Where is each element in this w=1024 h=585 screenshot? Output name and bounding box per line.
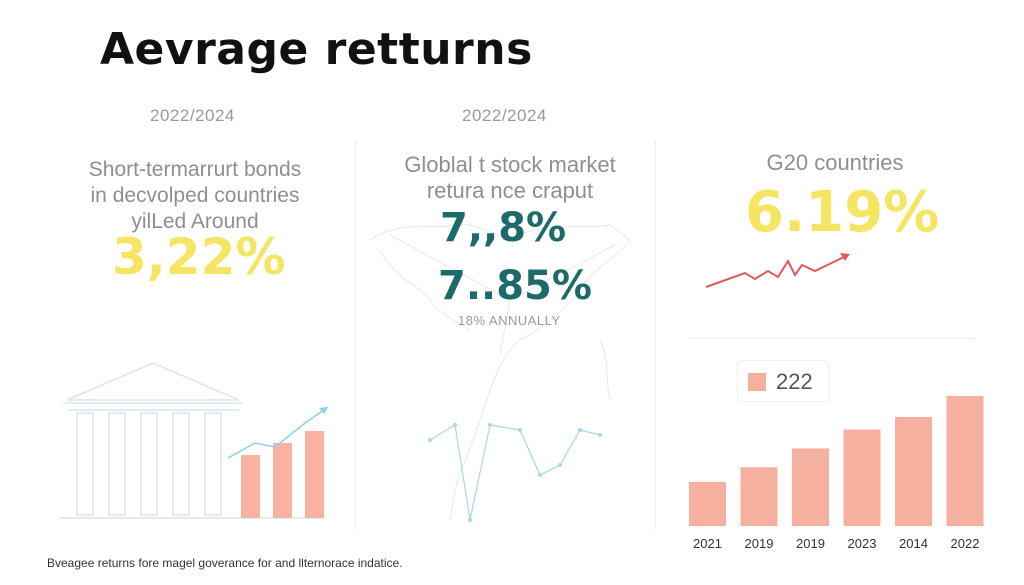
bar-2 bbox=[792, 448, 829, 526]
bar-4 bbox=[895, 416, 932, 526]
panel-3-value: 6.19% bbox=[745, 180, 940, 245]
panel-3-description: G20 countries bbox=[720, 150, 950, 176]
x-tick-label: 2022 bbox=[951, 536, 980, 551]
x-tick-label: 2014 bbox=[899, 536, 928, 551]
x-tick-label: 2019 bbox=[745, 536, 774, 551]
panel-divider-horizontal bbox=[690, 338, 975, 339]
panel-1-description-line: yilLed Around bbox=[131, 210, 259, 233]
world-map-icon bbox=[369, 223, 631, 522]
panel-2-value-secondary: 7..85% bbox=[438, 263, 592, 309]
x-tick-label: 2023 bbox=[848, 536, 877, 551]
column-divider-left bbox=[355, 140, 356, 530]
panel-1-period: 2022/2024 bbox=[150, 106, 235, 125]
panel-2-description: Globlal t stock market retura nce craput bbox=[380, 152, 640, 204]
panel-1-value: 3,22% bbox=[112, 228, 286, 286]
panel-1-description-line: in decvolped countries bbox=[90, 184, 300, 207]
panel-2-value-primary: 7,,8% bbox=[440, 205, 567, 251]
x-tick-label: 2019 bbox=[796, 536, 825, 551]
trend-line-icon bbox=[227, 406, 329, 459]
bar-0 bbox=[689, 481, 726, 526]
page-title: Aevrage retturns bbox=[100, 24, 533, 75]
panel-2-description-line: Globlal t stock market bbox=[404, 152, 616, 177]
legend-label: 222 bbox=[776, 369, 813, 394]
bar-3 bbox=[843, 429, 881, 526]
panel-2-period: 2022/2024 bbox=[462, 106, 547, 125]
bar-1 bbox=[740, 467, 778, 526]
legend-swatch bbox=[748, 373, 766, 391]
footer-note: Bveagee returns fore magel goverance for… bbox=[47, 556, 403, 570]
panel-1-description: Short-termarrurt bonds in decvolped coun… bbox=[70, 157, 320, 235]
bar-chart: 2021 2019 2019 2023 2014 2022 bbox=[689, 396, 984, 551]
column-divider-right bbox=[655, 140, 656, 530]
bar-5 bbox=[946, 396, 984, 526]
panel-1-description-line: Short-termarrurt bonds bbox=[88, 158, 302, 181]
panel-2-description-line: retura nce craput bbox=[426, 178, 594, 203]
chart-legend: 222 bbox=[737, 360, 829, 402]
bank-building-icon bbox=[60, 362, 329, 519]
trend-line-icon bbox=[705, 253, 850, 288]
x-tick-label: 2021 bbox=[693, 536, 722, 551]
panel-3-description-line: G20 countries bbox=[766, 150, 904, 175]
panel-2-caption: 18% ANNUALLY bbox=[458, 313, 561, 328]
